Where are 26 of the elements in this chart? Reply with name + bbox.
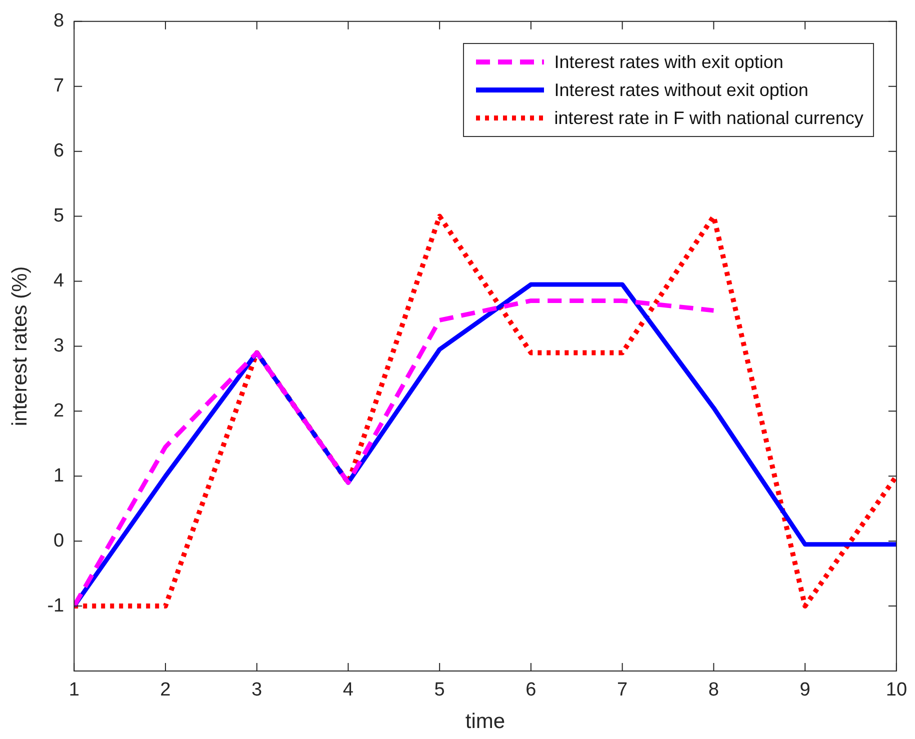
y-tick-label: 2: [54, 400, 64, 422]
y-tick-label: 6: [54, 140, 64, 162]
x-axis-title: time: [465, 710, 506, 734]
x-tick-label: 5: [434, 680, 445, 701]
x-tick-label: 9: [800, 680, 810, 701]
x-tick-label: 3: [252, 680, 262, 701]
x-tick-label: 4: [342, 680, 354, 701]
x-tick-label: 2: [160, 680, 171, 701]
y-axis-title: interest rates (%): [8, 266, 32, 426]
y-tick-label: 1: [54, 465, 64, 486]
y-tick-label: 3: [54, 335, 64, 356]
x-tick-label: 7: [617, 680, 628, 701]
y-tick-label: 0: [54, 530, 64, 552]
y-tick-label: 4: [54, 270, 65, 292]
legend-label: interest rate in F with national currency: [554, 108, 864, 129]
x-tick-label: 10: [886, 680, 908, 701]
y-tick-label: 5: [54, 206, 64, 227]
x-tick-label: 6: [526, 680, 536, 701]
y-tick-label: 7: [54, 76, 64, 97]
legend-label: Interest rates with exit option: [554, 52, 784, 73]
y-tick-label: 8: [54, 10, 64, 32]
x-tick-label: 8: [708, 680, 719, 701]
line-series: [74, 298, 716, 608]
x-tick-label: 1: [68, 680, 80, 701]
legend-label: Interest rates without exit option: [554, 80, 808, 101]
y-tick-label: -1: [47, 595, 64, 616]
